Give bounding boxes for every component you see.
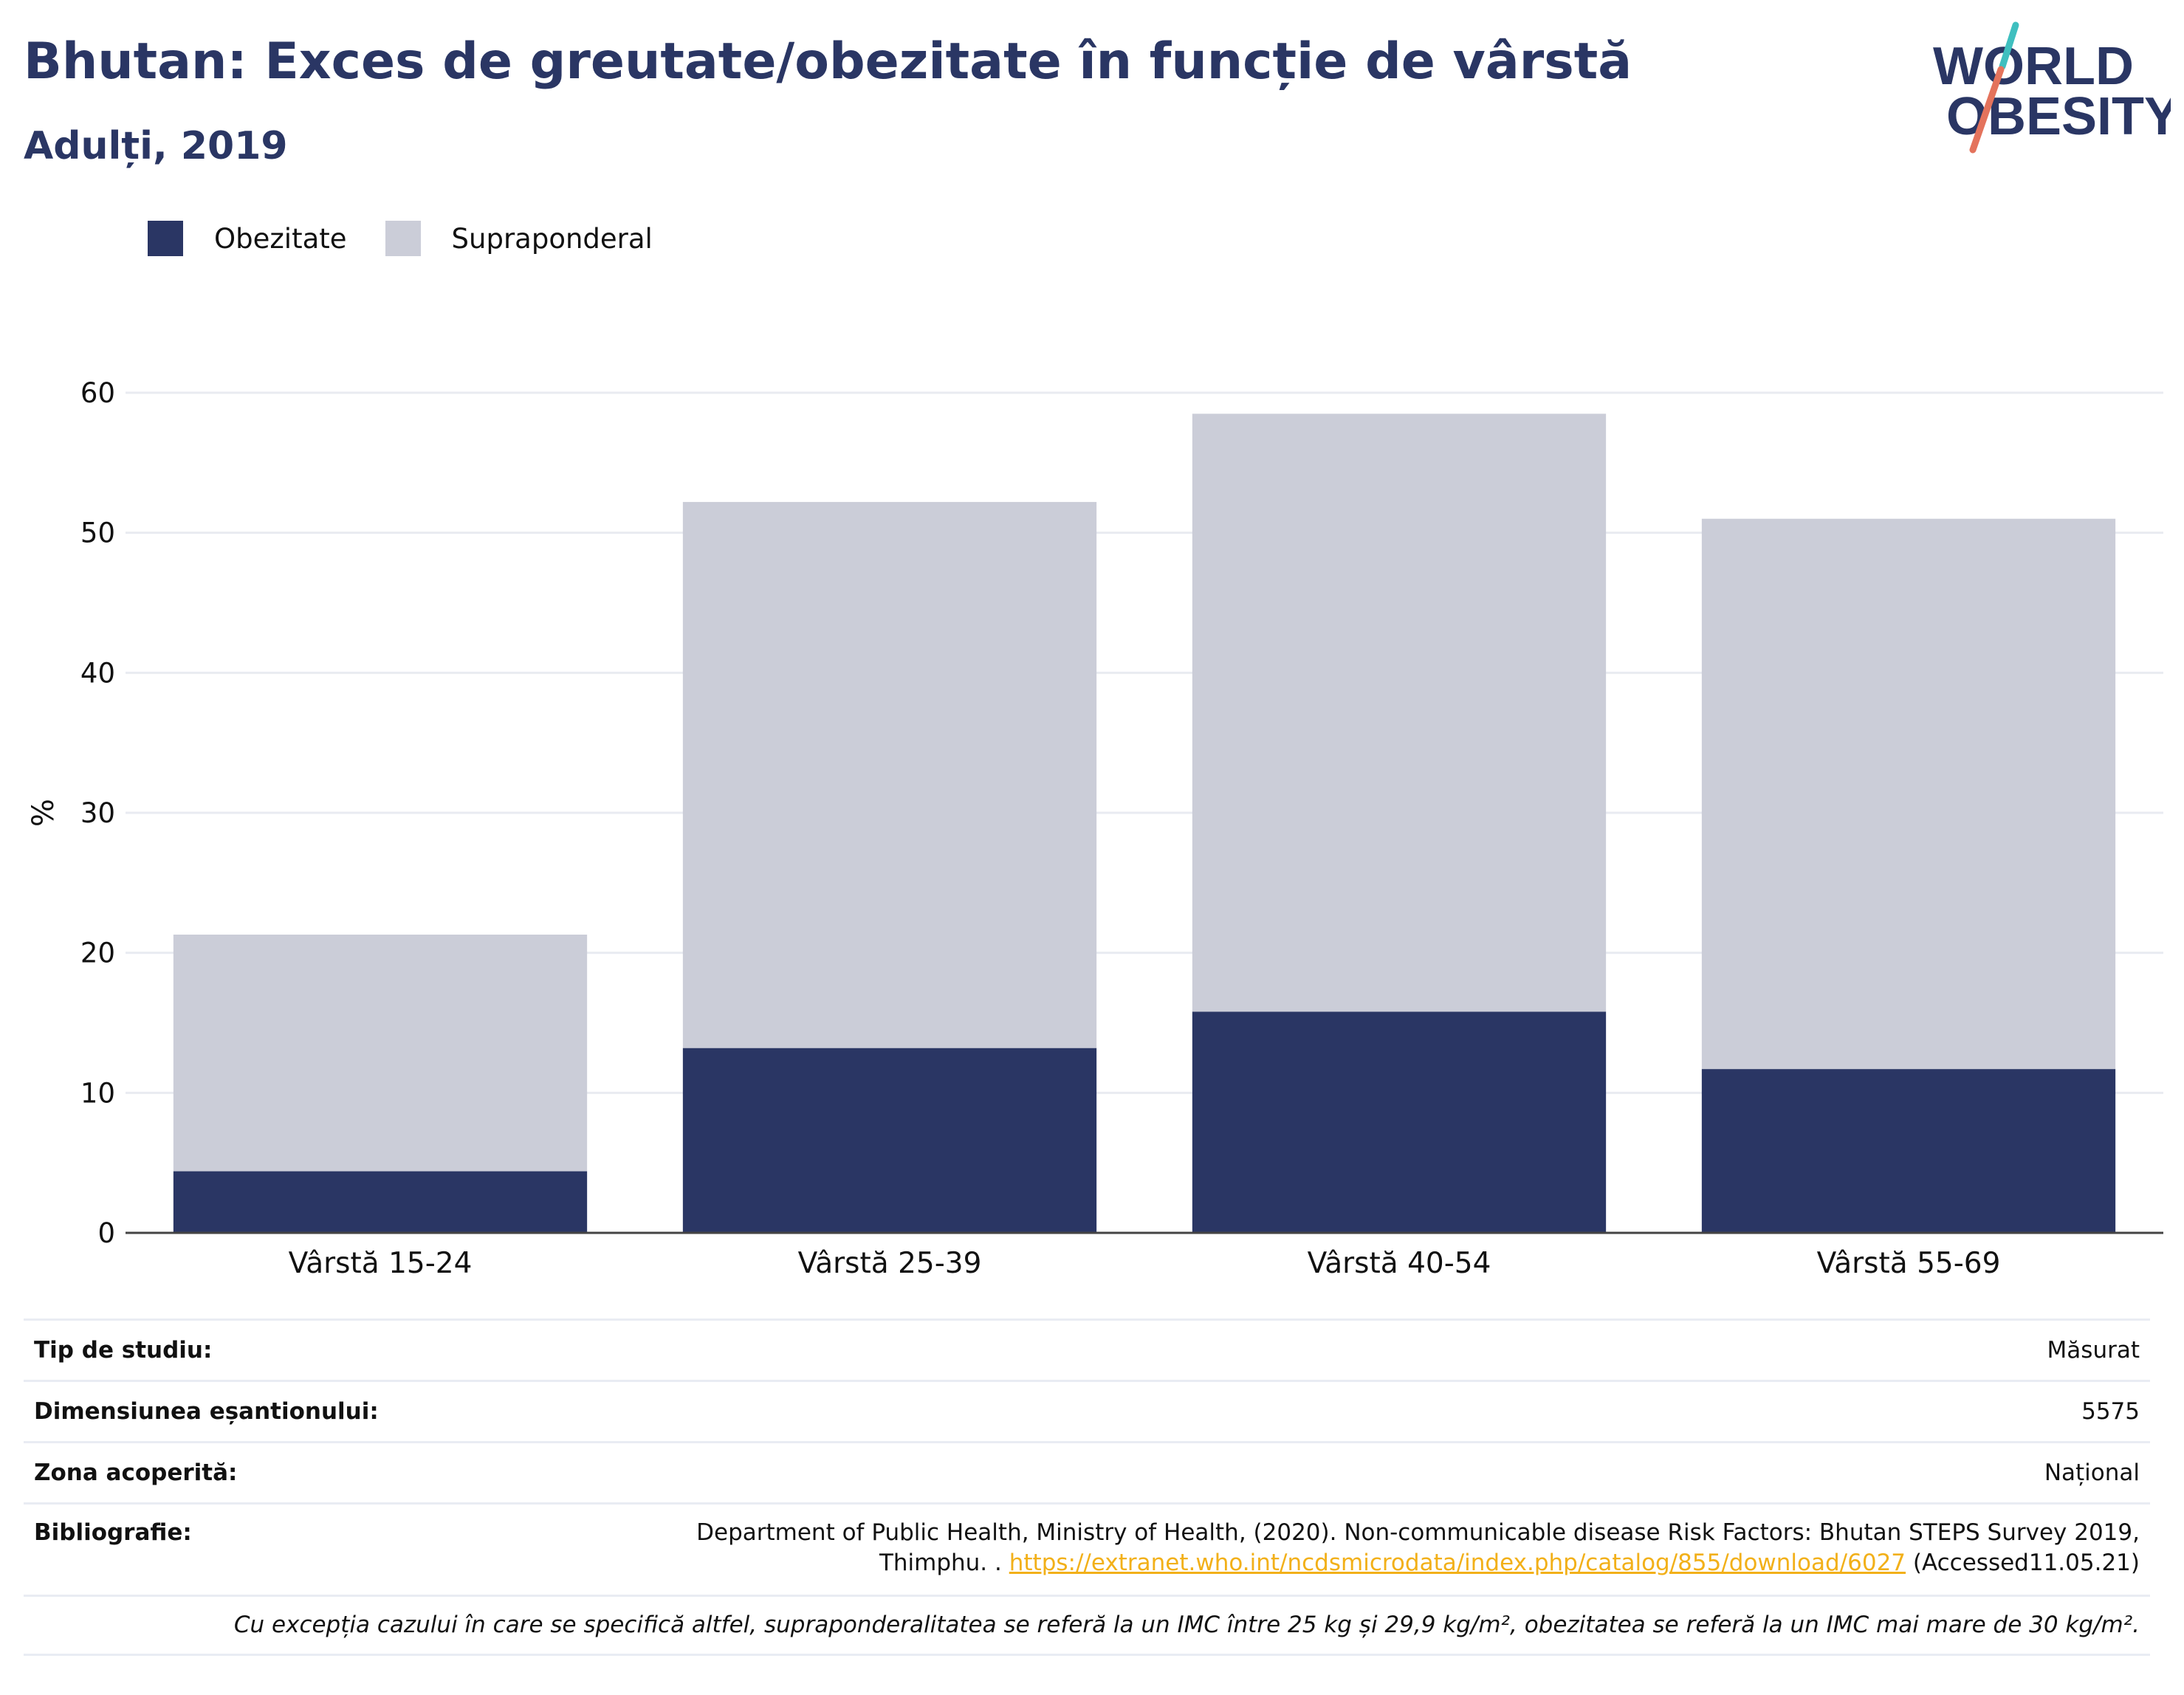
x-tick-label: Vârstă 25-39 [798,1247,982,1280]
bar-chart: 0 10 20 30 40 50 60% Vârstă 15-24 Vârstă 25-39 Vâ… [27,377,2163,1280]
legend-swatch-supraponderal [385,221,421,256]
info-row-study-type: Tip de studiu: Măsurat [24,1318,2150,1380]
logo-slash-red [1969,66,2005,154]
bar-supraponderal-2 [682,501,1097,1048]
sample-size-value: 5575 [2081,1397,2140,1425]
bibliography-line2-prefix: Thimphu. . [879,1550,1009,1576]
world-obesity-logo: WORLD OBESITY [1933,21,2171,154]
bar-obezitate-3 [1192,1011,1607,1233]
chart-subtitle: Adulți, 2019 [24,124,288,168]
info-row-note: Cu excepția cazului în care se specifică… [24,1595,2150,1656]
bar-obezitate-1 [173,1171,588,1233]
chart-legend: Obezitate Supraponderal [148,220,691,257]
bar-supraponderal-4 [1701,518,2116,1070]
chart-title: Bhutan: Exces de greutate/obezitate în f… [24,32,1632,91]
legend-label-supraponderal: Supraponderal [451,222,653,255]
bibliography-value: Department of Public Health, Ministry of… [696,1518,2140,1578]
x-tick-label: Vârstă 15-24 [289,1247,473,1280]
x-tick-label: Vârstă 40-54 [1308,1247,1491,1280]
y-axis-label: % [27,799,61,827]
study-type-label: Tip de studiu: [34,1336,213,1364]
bar-supraponderal-1 [173,935,588,1172]
y-tick-label: 40 [80,657,115,689]
bar-obezitate-4 [1701,1069,2116,1233]
info-row-bibliography: Bibliografie: Department of Public Healt… [24,1502,2150,1595]
logo-slash-teal [1999,21,2019,70]
y-tick-label: 60 [80,377,115,409]
bibliography-line1: Department of Public Health, Ministry of… [696,1519,2140,1546]
study-info-table: Tip de studiu: Măsurat Dimensiunea eșant… [24,1318,2150,1656]
bibliography-label: Bibliografie: [34,1519,192,1546]
bibliography-line2-suffix: (Accessed11.05.21) [1906,1550,2140,1576]
y-tick-label: 0 [97,1217,115,1249]
bar-obezitate-2 [682,1048,1097,1233]
y-tick-label: 10 [80,1077,115,1109]
y-tick-label: 20 [80,938,115,969]
legend-item-obezitate[interactable]: Obezitate [148,221,347,256]
y-tick-label: 50 [80,518,115,549]
legend-swatch-obezitate [148,221,183,256]
y-tick-label: 30 [80,797,115,829]
x-tick-label: Vârstă 55-69 [1817,1247,2001,1280]
area-label: Zona acoperită: [34,1459,238,1486]
bibliography-link[interactable]: https://extranet.who.int/ncdsmicrodata/i… [1009,1550,1906,1576]
sample-size-label: Dimensiunea eșantionului: [34,1397,379,1425]
legend-item-supraponderal[interactable]: Supraponderal [385,221,653,256]
info-row-area: Zona acoperită: Național [24,1441,2150,1502]
study-type-value: Măsurat [2047,1336,2140,1364]
definition-note: Cu excepția cazului în care se specifică… [233,1612,2140,1638]
info-row-sample-size: Dimensiunea eșantionului: 5575 [24,1380,2150,1441]
area-value: Național [2044,1459,2140,1486]
bar-supraponderal-3 [1192,413,1607,1012]
logo-word-world: WORLD [1933,37,2134,96]
legend-label-obezitate: Obezitate [214,222,347,255]
